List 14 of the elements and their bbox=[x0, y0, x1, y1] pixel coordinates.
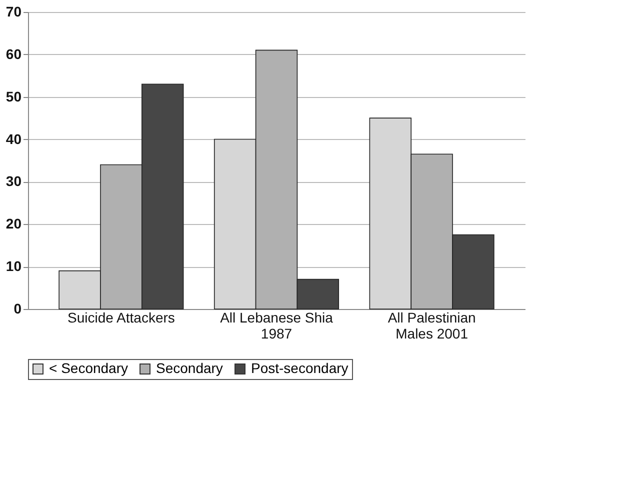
y-tick-label: 0 bbox=[14, 300, 22, 316]
y-tick-label: 70 bbox=[6, 4, 22, 20]
x-tick-label: All Palestinian Males 2001 bbox=[388, 310, 476, 342]
y-tick-label: 50 bbox=[6, 88, 22, 104]
legend-label: < Secondary bbox=[49, 360, 128, 376]
y-tick-label: 60 bbox=[6, 46, 22, 62]
y-tick-label: 40 bbox=[6, 130, 22, 147]
x-tick-label: Suicide Attackers bbox=[67, 310, 175, 326]
x-tick-label: All Lebanese Shia 1987 bbox=[220, 310, 334, 342]
y-tick-label: 20 bbox=[6, 216, 22, 232]
legend-label: Secondary bbox=[156, 360, 223, 376]
legend-label: Post-secondary bbox=[251, 360, 348, 376]
y-tick-label: 30 bbox=[6, 173, 22, 190]
y-tick-label: 10 bbox=[6, 258, 22, 274]
